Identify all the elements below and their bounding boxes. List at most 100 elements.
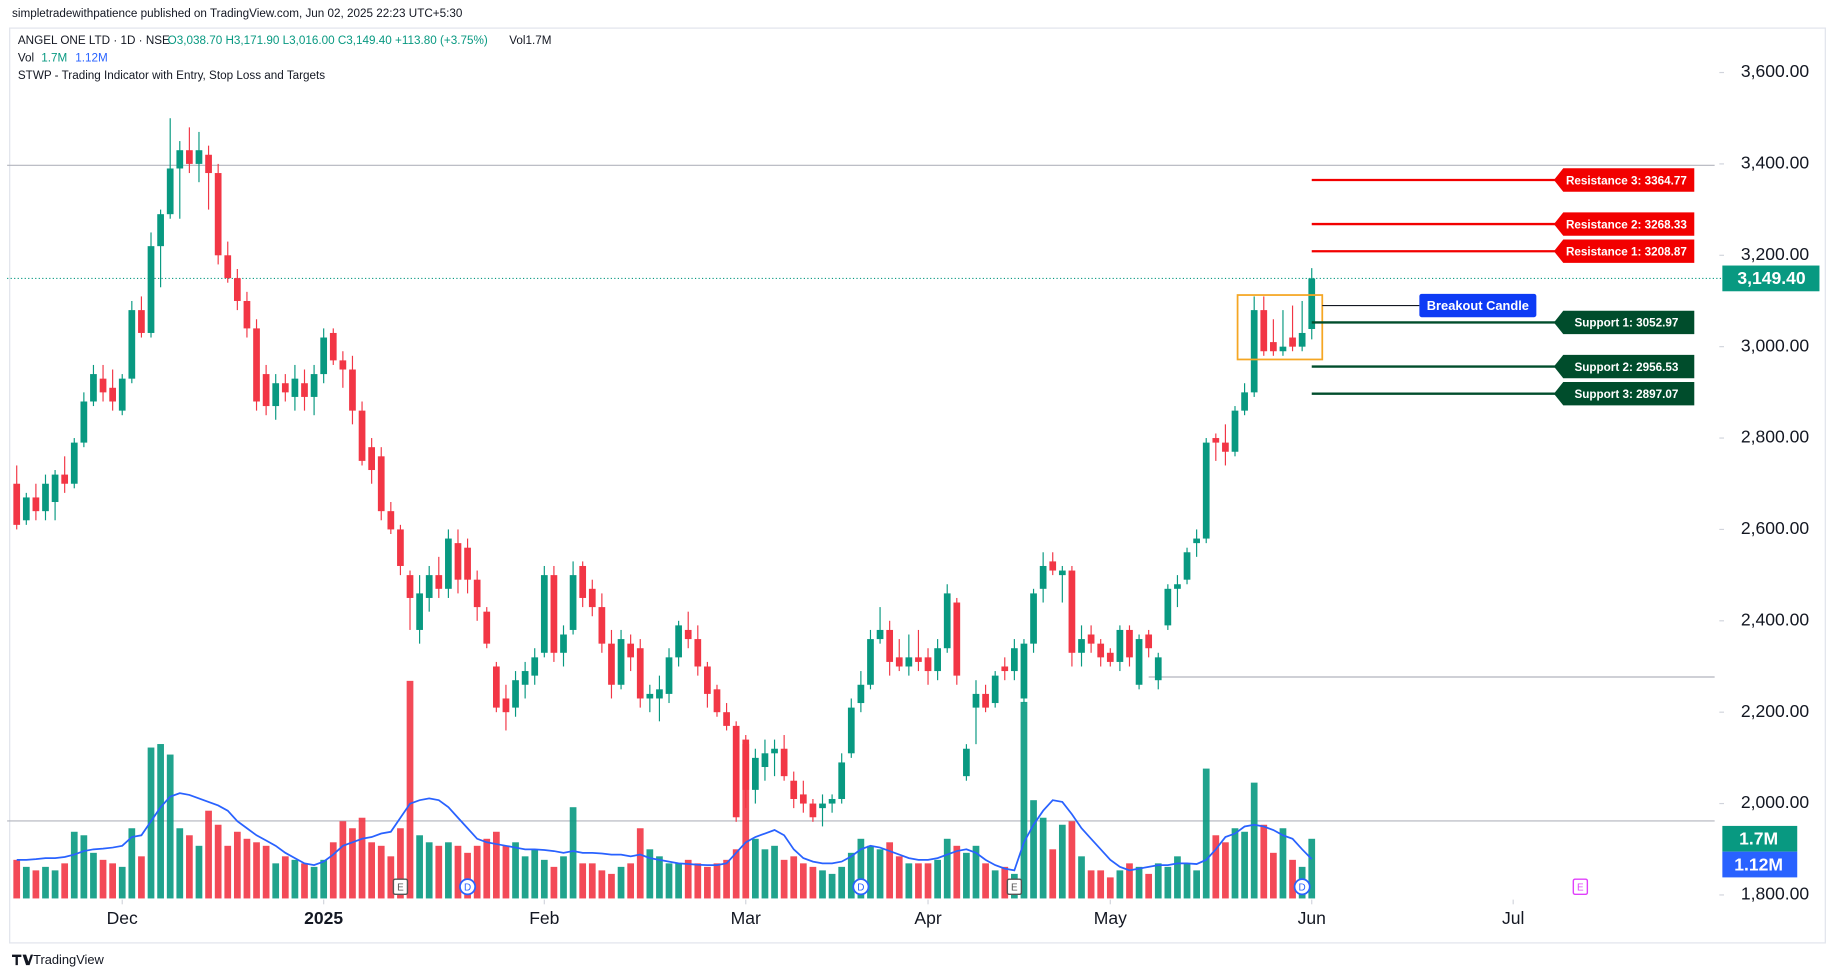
volume-bar — [205, 810, 212, 899]
candle-body — [790, 780, 798, 799]
volume-bar — [1222, 842, 1229, 899]
volume-tag — [1722, 825, 1798, 852]
candle-body — [847, 707, 855, 754]
volume-bar — [646, 849, 654, 899]
candle-body — [1298, 332, 1306, 347]
event-icon — [459, 878, 477, 896]
y-tick-label: 1,800.00 — [1741, 884, 1809, 904]
candle-body — [205, 154, 212, 174]
candle-body — [771, 748, 778, 754]
candle-body — [780, 748, 788, 777]
volume-bar — [186, 835, 193, 899]
candle-body — [684, 629, 692, 640]
x-tick-label: May — [1094, 908, 1127, 928]
volume-bar — [138, 856, 145, 899]
volume-bar — [867, 845, 874, 899]
candle-body — [387, 511, 395, 530]
volume-bar — [1087, 870, 1095, 899]
volume-bar — [358, 817, 366, 899]
volume-bar — [665, 863, 673, 899]
volume-bar — [982, 863, 989, 899]
target-label: Support 1: 3052.97 — [1574, 317, 1678, 330]
event-icon — [852, 878, 870, 896]
event-label: D — [1299, 883, 1306, 894]
volume-bar — [70, 831, 78, 899]
candle-body — [435, 575, 443, 589]
candle-body — [1222, 442, 1229, 452]
y-tick-label: 2,600.00 — [1741, 518, 1809, 538]
candle-body — [819, 803, 826, 809]
volume-bar — [454, 845, 462, 899]
event-label: E — [1011, 883, 1018, 894]
volume-bar — [128, 828, 136, 899]
candle-body — [1260, 310, 1268, 352]
candle-body — [915, 657, 922, 662]
volume-bar — [1202, 768, 1210, 899]
volume-bar — [435, 845, 443, 899]
volume-bar — [1164, 866, 1172, 899]
volume-bar — [368, 842, 376, 899]
volume-ma-line — [16, 792, 1313, 872]
volume-bar — [636, 828, 644, 899]
candle-body — [138, 310, 145, 333]
volume-bar — [1289, 859, 1296, 899]
candle-body — [397, 529, 404, 566]
volume-bar — [905, 863, 913, 899]
volume-bar — [847, 852, 855, 899]
volume-tag — [1722, 851, 1798, 878]
volume-bar — [924, 863, 932, 899]
volume-bar — [176, 828, 184, 899]
volume-bar — [445, 842, 452, 899]
volume-bar — [281, 856, 289, 899]
event-label: D — [857, 883, 864, 894]
target-label: Support 2: 2956.53 — [1574, 361, 1678, 374]
candle-body — [243, 300, 251, 329]
volume-bar — [1241, 831, 1248, 899]
volume-bar — [1154, 863, 1162, 899]
volume-bar — [1212, 835, 1220, 899]
candle-body — [1058, 570, 1066, 576]
candle-body — [13, 483, 21, 525]
volume-bar — [349, 828, 356, 899]
event-label: E — [1577, 883, 1584, 894]
y-tick-label: 2,400.00 — [1741, 609, 1809, 629]
candle-body — [588, 588, 596, 608]
target-label: Resistance 3: 3364.77 — [1566, 174, 1687, 187]
candle-body — [118, 378, 126, 411]
volume-bar — [943, 838, 951, 899]
volume-bar — [694, 863, 702, 899]
volume-bar — [90, 852, 97, 899]
candle-body — [176, 150, 184, 169]
volume-bar — [42, 866, 49, 899]
vol-legend-value: 1.12M — [75, 52, 107, 65]
byline: simpletradewithpatience published on Tra… — [12, 7, 463, 20]
target-label: Resistance 2: 3268.33 — [1566, 218, 1687, 231]
candle-body — [550, 575, 558, 653]
volume-bar — [934, 859, 941, 899]
volume-bar — [684, 859, 692, 899]
candle-body — [358, 410, 366, 461]
candle-body — [416, 593, 423, 630]
y-tick-label: 2,200.00 — [1741, 701, 1809, 721]
volume-bar — [627, 863, 635, 899]
volume-bar — [713, 863, 721, 899]
candle-body — [1154, 657, 1162, 681]
candle-body — [838, 762, 846, 799]
volume-bar — [588, 863, 596, 899]
volume-bar — [953, 845, 961, 899]
event-icon — [1293, 878, 1311, 896]
volume-bar — [483, 838, 491, 899]
volume-bar — [963, 852, 970, 899]
candle-body — [598, 607, 606, 644]
volume-bar — [118, 866, 126, 899]
candle-body — [732, 725, 740, 818]
vol-legend: Vol — [18, 52, 34, 65]
volume-bar — [876, 849, 884, 899]
volume-bar — [157, 744, 164, 899]
volume-bar — [1145, 873, 1153, 899]
candle-body — [70, 442, 78, 484]
candle-body — [301, 383, 308, 397]
volume-bar — [272, 863, 280, 899]
candle-body — [713, 689, 721, 713]
y-tick-label: 3,000.00 — [1741, 335, 1809, 355]
